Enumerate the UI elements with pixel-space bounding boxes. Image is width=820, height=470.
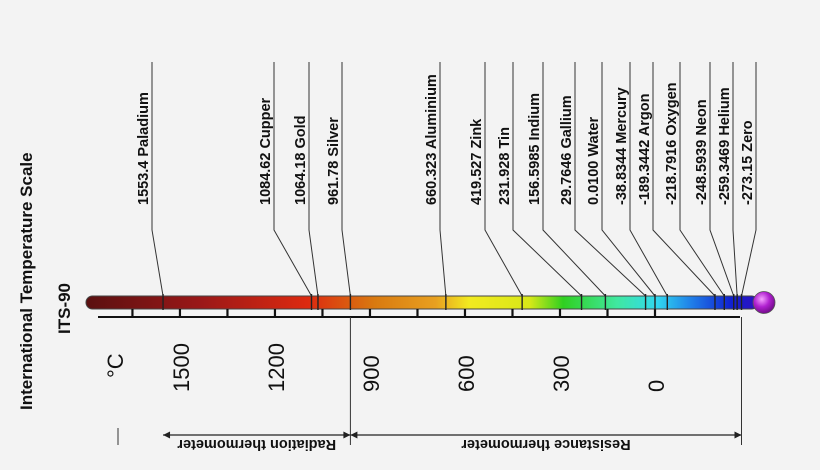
fixed-point-leader bbox=[741, 62, 757, 297]
thermometer-bulb bbox=[752, 291, 776, 314]
range-label: Radiation thermometer bbox=[177, 436, 336, 452]
fixed-point: 660.323 Aluminium bbox=[424, 62, 447, 310]
scale-label: 1200 bbox=[264, 343, 289, 392]
fixed-point-leader bbox=[652, 62, 716, 297]
fixed-point-label: 419.527 Zink bbox=[469, 118, 485, 205]
fixed-point-label: -189.3442 Argon bbox=[637, 94, 653, 205]
fixed-point-label: 1084.62 Cupper bbox=[258, 97, 274, 205]
fixed-point-leader bbox=[439, 62, 447, 297]
thermometer-ranges: Radiation thermometer Resistance thermome… bbox=[117, 317, 743, 452]
scale-label: 900 bbox=[359, 355, 384, 392]
range-arrow bbox=[343, 431, 351, 439]
thermometer-tube bbox=[85, 295, 759, 310]
fixed-point-leader bbox=[709, 62, 735, 297]
fixed-point-label: 1553.4 Paladium bbox=[136, 92, 152, 205]
fixed-point: -189.3442 Argon bbox=[637, 62, 716, 310]
temperature-scale: °C 1500 1200 900 600 300 0 bbox=[98, 309, 740, 392]
diagram-title: International Temperature Scale bbox=[17, 152, 36, 410]
range-arrow bbox=[350, 431, 358, 439]
fixed-point: -38.8344 Mercury bbox=[614, 62, 668, 310]
fixed-point-label: 29.7646 Gallium bbox=[559, 95, 575, 205]
fixed-point-label: 961.78 Silver bbox=[326, 117, 342, 205]
range-label: Resistance thermometer bbox=[461, 436, 631, 452]
fixed-point-leader bbox=[512, 62, 582, 297]
fixed-point-leader bbox=[273, 62, 312, 297]
fixed-point: -248.5939 Neon bbox=[694, 62, 735, 310]
fixed-point: 156.5985 Indium bbox=[527, 62, 607, 310]
fixed-point-label: -248.5939 Neon bbox=[694, 99, 710, 205]
scale-label: 600 bbox=[454, 355, 479, 392]
fixed-point-leader bbox=[574, 62, 646, 297]
fixed-point-leader bbox=[629, 62, 668, 297]
fixed-point-leader bbox=[151, 62, 164, 297]
scale-label: 300 bbox=[549, 355, 574, 392]
fixed-points: 1553.4 Paladium 1084.62 Cupper 1064.18 Gol… bbox=[136, 62, 757, 310]
fixed-point-label: -218.7916 Oxygen bbox=[664, 82, 680, 205]
range-arrow bbox=[163, 431, 171, 439]
range-radiation: Radiation thermometer bbox=[163, 431, 351, 452]
diagram-subtitle: ITS-90 bbox=[55, 283, 74, 334]
fixed-point: -273.15 Zero bbox=[740, 62, 757, 310]
fixed-point: 1084.62 Cupper bbox=[258, 62, 313, 310]
fixed-point: 1553.4 Paladium bbox=[136, 62, 164, 310]
scale-label: 1500 bbox=[169, 343, 194, 392]
fixed-point-leader bbox=[341, 62, 351, 297]
fixed-point-leader bbox=[484, 62, 523, 297]
scale-label: 0 bbox=[644, 380, 669, 392]
title-block: International Temperature Scale ITS-90 bbox=[17, 152, 74, 410]
fixed-point-label: -259.3469 Helium bbox=[717, 87, 733, 205]
fixed-point: 29.7646 Gallium bbox=[559, 62, 647, 310]
fixed-point-label: 1064.18 Gold bbox=[293, 116, 309, 205]
range-arrow bbox=[734, 431, 742, 439]
fixed-point: -259.3469 Helium bbox=[717, 62, 738, 310]
fixed-point-label: 156.5985 Indium bbox=[527, 93, 543, 205]
fixed-point-label: 660.323 Aluminium bbox=[424, 74, 440, 205]
unit-label: °C bbox=[103, 353, 128, 378]
fixed-point-leader bbox=[732, 62, 738, 297]
thermometer bbox=[85, 291, 776, 314]
fixed-point-leader bbox=[308, 62, 319, 297]
fixed-point-label: 231.928 Tin bbox=[497, 127, 513, 205]
fixed-point: 1064.18 Gold bbox=[293, 62, 319, 310]
fixed-point-label: -273.15 Zero bbox=[740, 120, 756, 205]
fixed-point: -218.7916 Oxygen bbox=[664, 62, 725, 310]
fixed-point-leader bbox=[542, 62, 606, 297]
fixed-point: 961.78 Silver bbox=[326, 62, 352, 310]
fixed-point-leader bbox=[679, 62, 725, 297]
fixed-point-label: 0.0100 Water bbox=[586, 117, 602, 205]
fixed-point-leader bbox=[601, 62, 656, 297]
range-resistance: Resistance thermometer bbox=[350, 431, 742, 452]
fixed-point-label: -38.8344 Mercury bbox=[614, 87, 630, 205]
fixed-point: 419.527 Zink bbox=[469, 62, 523, 310]
fixed-point: 0.0100 Water bbox=[586, 62, 656, 310]
fixed-point: 231.928 Tin bbox=[497, 62, 583, 310]
